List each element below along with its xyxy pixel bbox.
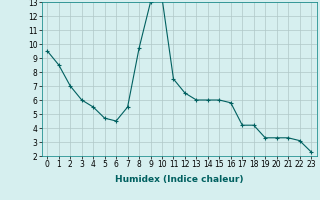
X-axis label: Humidex (Indice chaleur): Humidex (Indice chaleur) (115, 175, 244, 184)
